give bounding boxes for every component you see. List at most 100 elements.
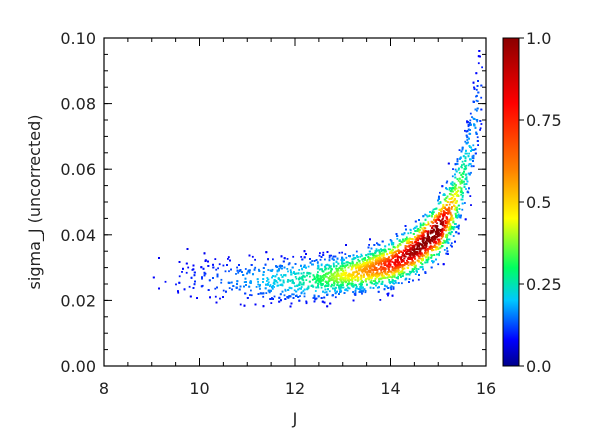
density-point	[356, 274, 358, 277]
density-point	[348, 262, 351, 264]
density-point	[466, 121, 468, 124]
density-point	[437, 202, 440, 205]
density-point	[295, 277, 298, 280]
density-point	[452, 220, 455, 223]
density-point	[446, 250, 449, 253]
density-point	[409, 272, 412, 275]
density-point	[376, 286, 379, 289]
density-point	[335, 267, 337, 270]
density-point	[468, 152, 470, 155]
density-point	[432, 245, 434, 248]
density-point	[360, 287, 363, 290]
density-point	[345, 261, 348, 264]
density-point	[158, 287, 160, 290]
density-point	[350, 283, 353, 286]
density-point	[433, 240, 436, 242]
density-point	[340, 279, 342, 282]
density-point	[193, 274, 196, 277]
density-point	[289, 269, 292, 272]
density-point	[372, 258, 374, 261]
density-point	[451, 187, 454, 189]
density-point	[290, 287, 293, 290]
density-point	[337, 281, 340, 284]
density-point	[480, 96, 483, 99]
density-point	[321, 284, 324, 286]
density-point	[380, 248, 382, 251]
density-point	[185, 262, 188, 265]
density-point	[405, 236, 408, 239]
density-point	[417, 252, 420, 255]
density-point	[368, 278, 370, 281]
density-point	[456, 158, 459, 161]
density-point	[219, 297, 221, 300]
density-point	[292, 280, 294, 283]
density-point	[358, 288, 360, 290]
density-point	[351, 285, 354, 287]
density-point	[467, 164, 470, 167]
density-point	[432, 261, 434, 264]
density-point	[271, 297, 273, 300]
density-point	[395, 253, 398, 255]
density-point	[343, 280, 346, 283]
density-point	[448, 203, 451, 206]
density-point	[450, 208, 453, 210]
density-point	[356, 287, 359, 290]
density-point	[446, 218, 449, 221]
density-point	[481, 66, 483, 69]
density-point	[381, 258, 383, 261]
density-point	[360, 284, 362, 286]
density-point	[383, 251, 386, 253]
density-point	[239, 285, 242, 288]
density-point	[366, 262, 369, 265]
density-point	[344, 253, 347, 255]
density-point	[284, 289, 287, 292]
density-point	[294, 276, 297, 278]
density-point	[244, 268, 247, 270]
density-point	[335, 276, 338, 279]
density-point	[438, 212, 440, 214]
density-point	[387, 248, 390, 251]
density-point	[382, 260, 385, 262]
density-point	[330, 254, 332, 257]
density-point	[400, 272, 403, 275]
density-point	[247, 270, 250, 273]
density-point	[344, 276, 347, 279]
density-point	[362, 260, 364, 263]
density-point	[413, 271, 415, 273]
density-point	[357, 258, 360, 261]
density-point	[460, 180, 463, 183]
density-point	[341, 251, 343, 254]
density-point	[403, 255, 406, 258]
density-point	[175, 283, 177, 286]
density-point	[384, 270, 387, 272]
density-point	[450, 219, 453, 221]
density-point	[465, 176, 468, 179]
density-point	[358, 283, 361, 286]
density-point	[466, 120, 468, 123]
density-point	[359, 255, 362, 258]
density-point	[405, 251, 408, 253]
density-point	[376, 242, 378, 245]
density-point	[279, 293, 282, 296]
density-point	[453, 182, 456, 185]
density-point	[259, 288, 261, 290]
density-point	[424, 213, 427, 216]
density-point	[405, 242, 408, 244]
density-point	[395, 281, 397, 284]
density-point	[374, 267, 376, 269]
density-point	[188, 285, 191, 288]
density-point	[450, 188, 453, 191]
density-point	[461, 164, 463, 166]
density-point	[322, 251, 325, 254]
density-point	[227, 256, 230, 258]
density-point	[432, 208, 435, 211]
density-point	[414, 261, 416, 264]
density-point	[329, 275, 331, 278]
density-point	[470, 204, 472, 206]
density-point	[434, 242, 437, 245]
density-point	[457, 179, 460, 182]
density-point	[437, 229, 440, 232]
density-point	[465, 188, 467, 190]
density-point	[480, 123, 483, 125]
density-point	[446, 188, 448, 191]
